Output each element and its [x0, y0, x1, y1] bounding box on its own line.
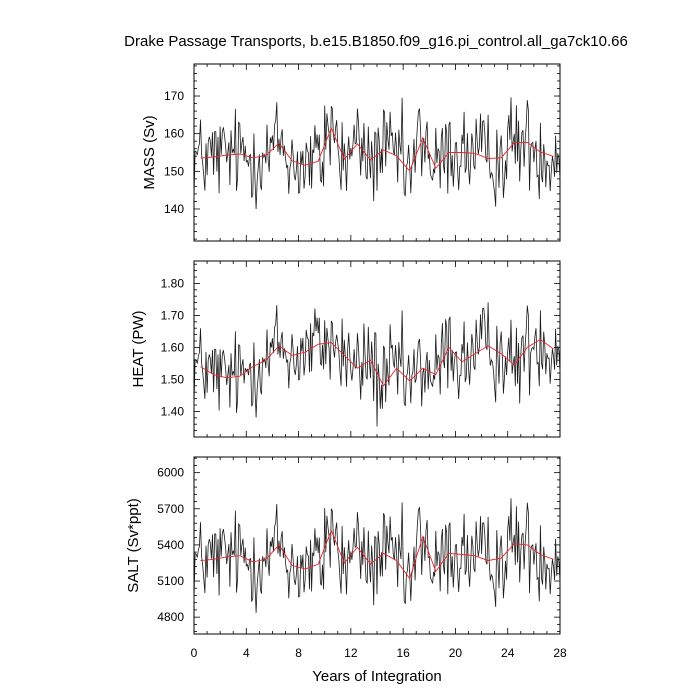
mass-y-tick-label: 140	[164, 202, 184, 216]
x-tick-label: 12	[344, 646, 358, 660]
salt-y-tick-label: 5700	[157, 502, 184, 516]
x-tick-label: 24	[501, 646, 515, 660]
salt-y-axis-label: SALT (Sv*ppt)	[125, 498, 142, 592]
salt-annual-mean-line	[200, 529, 554, 580]
heat-y-tick-label: 1.80	[161, 276, 185, 290]
salt-y-tick-label: 4800	[157, 610, 184, 624]
mass-panel: MASS (Sv) 140 150 160 170	[141, 63, 561, 242]
salt-monthly-series-line	[193, 498, 561, 613]
salt-panel: SALT (Sv*ppt) 4800 5100 5400 5700 6000	[125, 456, 561, 635]
mass-y-axis-label: MASS (Sv)	[141, 115, 158, 189]
salt-plot-frame	[193, 456, 561, 635]
heat-y-tick-label: 1.50	[161, 372, 185, 386]
x-tick-label: 0	[191, 646, 198, 660]
salt-y-tick-label: 5100	[157, 574, 184, 588]
x-tick-label: 8	[295, 646, 302, 660]
salt-ticks: 4800 5100 5400 5700 6000	[157, 457, 561, 634]
x-tick-label: 28	[553, 646, 567, 660]
heat-panel: HEAT (PW) 1.40 1.50 1.60 1.70 1.80	[130, 260, 561, 438]
mass-ticks: 140 150 160 170	[164, 64, 561, 241]
mass-plot-frame	[193, 63, 561, 242]
x-tick-label: 16	[396, 646, 410, 660]
salt-y-tick-label: 5400	[157, 538, 184, 552]
heat-monthly-series-line	[193, 302, 561, 427]
heat-y-tick-label: 1.60	[161, 340, 185, 354]
mass-y-tick-label: 170	[164, 89, 184, 103]
heat-y-tick-label: 1.40	[161, 404, 185, 418]
heat-y-tick-label: 1.70	[161, 308, 185, 322]
x-axis-label: Years of Integration	[312, 668, 442, 685]
mass-y-tick-label: 160	[164, 127, 184, 141]
mass-monthly-series-line	[193, 97, 561, 210]
heat-y-axis-label: HEAT (PW)	[130, 311, 147, 388]
x-tick-label: 20	[449, 646, 463, 660]
heat-ticks: 1.40 1.50 1.60 1.70 1.80	[161, 261, 561, 438]
heat-annual-mean-line	[200, 338, 554, 387]
x-axis-tick-labels: 0 4 8 12 16 20 24 28	[191, 646, 567, 660]
x-tick-label: 4	[243, 646, 250, 660]
chart-title: Drake Passage Transports, b.e15.B1850.f0…	[124, 33, 628, 50]
mass-y-tick-label: 150	[164, 164, 184, 178]
mass-annual-mean-line	[200, 126, 554, 172]
salt-y-tick-label: 6000	[157, 466, 184, 480]
